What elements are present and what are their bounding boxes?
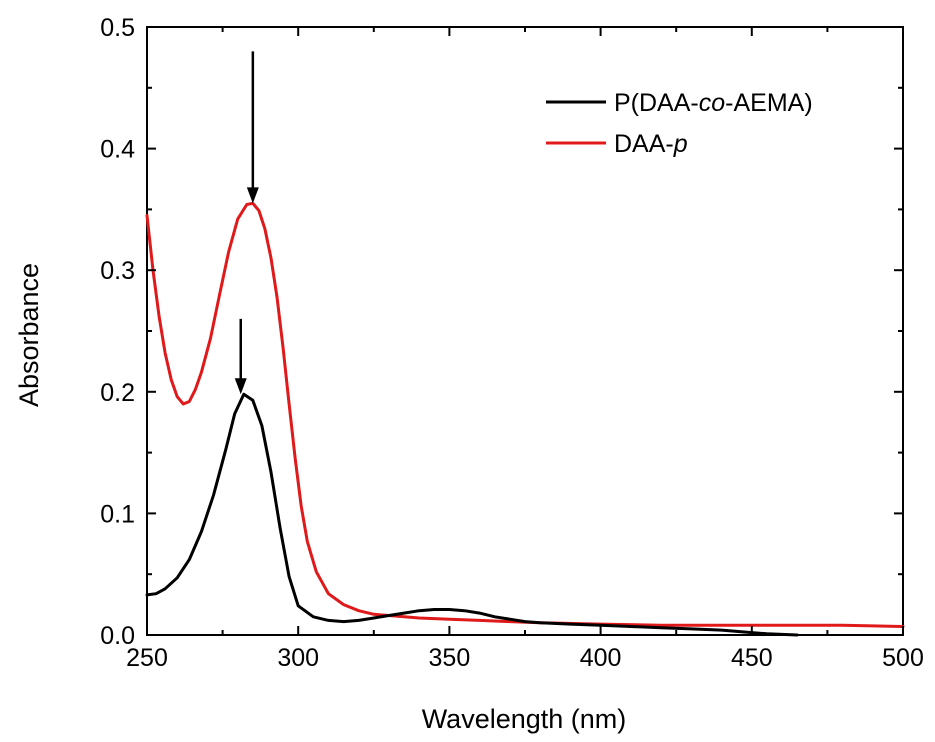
y-tick-label: 0.2 <box>100 379 135 407</box>
x-axis-title: Wavelength (nm) <box>422 704 627 734</box>
x-tick-label: 350 <box>429 644 471 672</box>
series-line-daa-p <box>145 201 905 628</box>
y-tick-label: 0.4 <box>100 136 135 164</box>
legend-label: DAA-p <box>614 130 688 158</box>
peak-arrow-head <box>246 187 259 204</box>
series-line-p-daa-co-aema <box>145 392 799 637</box>
y-tick-label: 0.5 <box>100 14 135 42</box>
peak-arrow-head <box>234 378 247 395</box>
y-tick-label: 0.3 <box>100 257 135 285</box>
plot-frame <box>146 26 904 636</box>
x-tick-label: 300 <box>277 644 319 672</box>
y-tick-label: 0.0 <box>100 622 135 650</box>
x-tick-label: 400 <box>580 644 622 672</box>
y-axis-title: Absorbance <box>14 263 44 407</box>
y-tick-label: 0.1 <box>100 500 135 528</box>
x-tick-label: 450 <box>731 644 773 672</box>
x-tick-label: 500 <box>882 644 924 672</box>
x-tick-label: 250 <box>126 644 168 672</box>
legend-label: P(DAA-co-AEMA) <box>614 89 813 117</box>
